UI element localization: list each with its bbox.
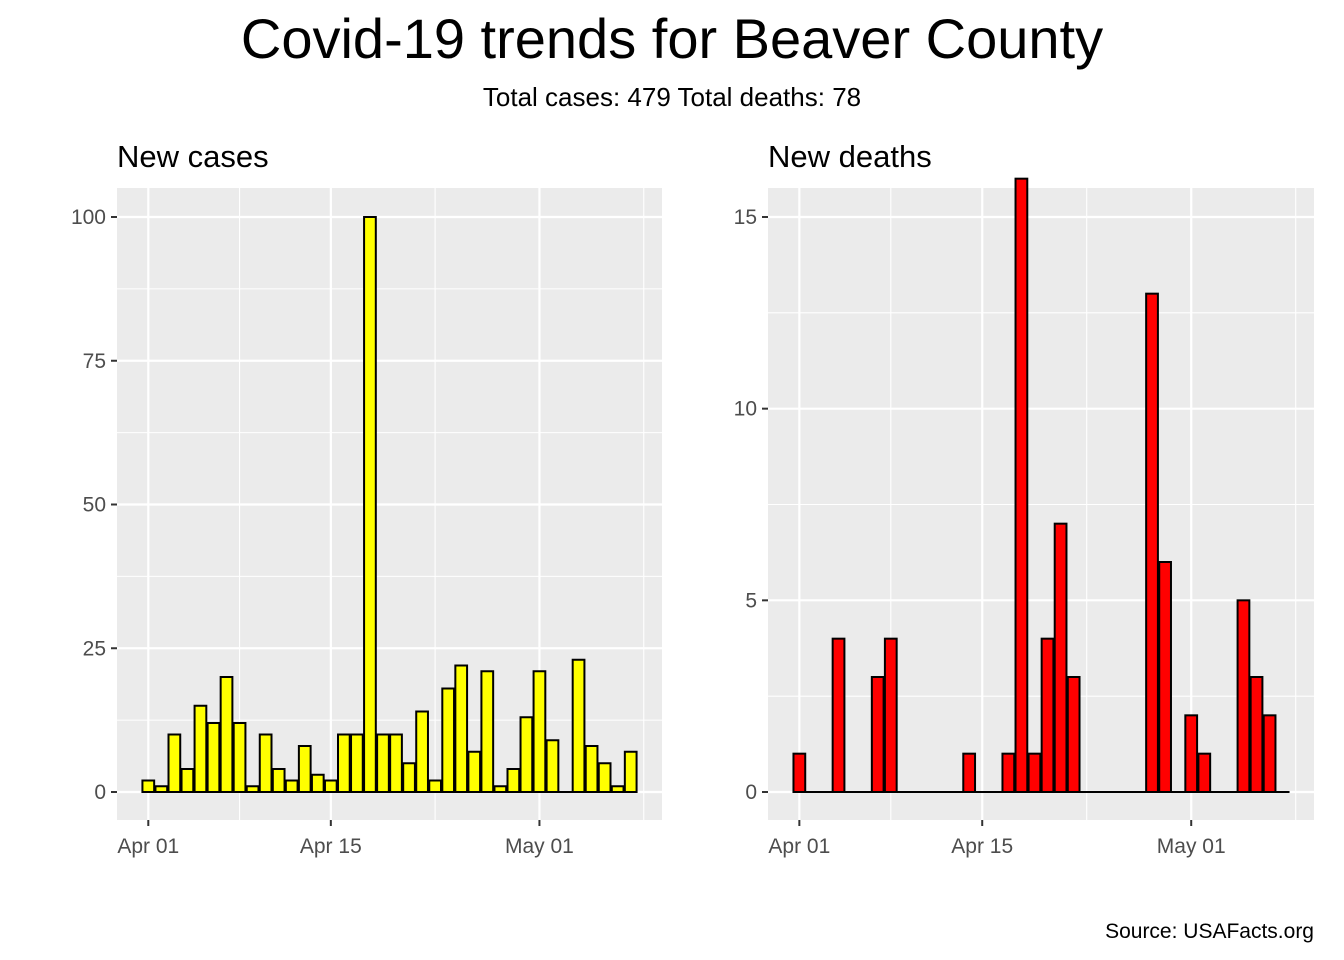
bar [571,658,586,793]
bar [519,716,534,793]
bar [480,670,495,793]
y-tick-label: 100 [71,206,106,229]
bar [350,733,364,793]
bar [584,745,599,793]
bar [1145,292,1159,793]
bar [219,676,234,793]
x-tick-label: May 01 [1157,835,1226,858]
bar [1001,752,1016,794]
bar [870,676,885,793]
bar [141,779,156,793]
bar [376,733,390,793]
bar [506,768,521,793]
bar [193,704,208,793]
bar [323,779,338,793]
bar [310,773,325,793]
bar [1014,177,1029,793]
y-tick-label: 0 [94,781,106,804]
bar [597,762,612,793]
bar [154,785,169,793]
bar [389,733,403,793]
y-tick-label: 25 [83,637,106,660]
bar [467,750,482,793]
bar [1184,714,1199,793]
x-tick-label: Apr 01 [768,835,830,858]
source-caption: Source: USAFacts.org [1105,920,1314,943]
bar [1027,752,1042,794]
bar [271,768,286,793]
bar [180,768,195,793]
bar [258,733,273,793]
bar [1158,561,1172,793]
bar [232,722,247,793]
bar [441,687,456,793]
bar [415,710,429,793]
bar [493,785,508,793]
y-tick-label: 5 [745,589,757,612]
y-tick-label: 75 [83,350,106,373]
bar [284,779,299,793]
bar [167,733,182,793]
x-tick-label: May 01 [505,835,574,858]
y-tick-label: 50 [83,494,106,517]
bar [402,762,416,793]
x-tick-label: Apr 15 [300,835,362,858]
bar [831,637,846,794]
bar [1262,714,1277,793]
x-tick-label: Apr 15 [951,835,1013,858]
bar [1197,752,1212,794]
bar [792,752,807,794]
bar [297,745,312,793]
bar [1040,637,1055,794]
chart-title: Covid-19 trends for Beaver County [240,7,1104,70]
bar [883,637,898,794]
bar [532,670,547,793]
bar [454,664,469,793]
bar [623,750,638,793]
panel-title-new-deaths: New deaths [768,139,932,174]
chart-subtitle: Total cases: 479 Total deaths: 78 [482,82,862,112]
bar [428,779,443,793]
bar [962,752,977,794]
bar [363,216,377,793]
bar [1236,599,1251,793]
bar [336,733,351,793]
y-tick-label: 15 [734,206,757,229]
bar [206,722,221,793]
y-tick-label: 10 [734,398,757,421]
bar [545,739,560,793]
x-tick-label: Apr 01 [117,835,179,858]
bar [610,785,625,793]
panel-title-new-cases: New cases [117,139,269,174]
bar [1053,522,1068,794]
bar [245,785,260,793]
bar [1249,676,1264,793]
y-tick-label: 0 [745,781,757,804]
bar [1066,676,1081,793]
